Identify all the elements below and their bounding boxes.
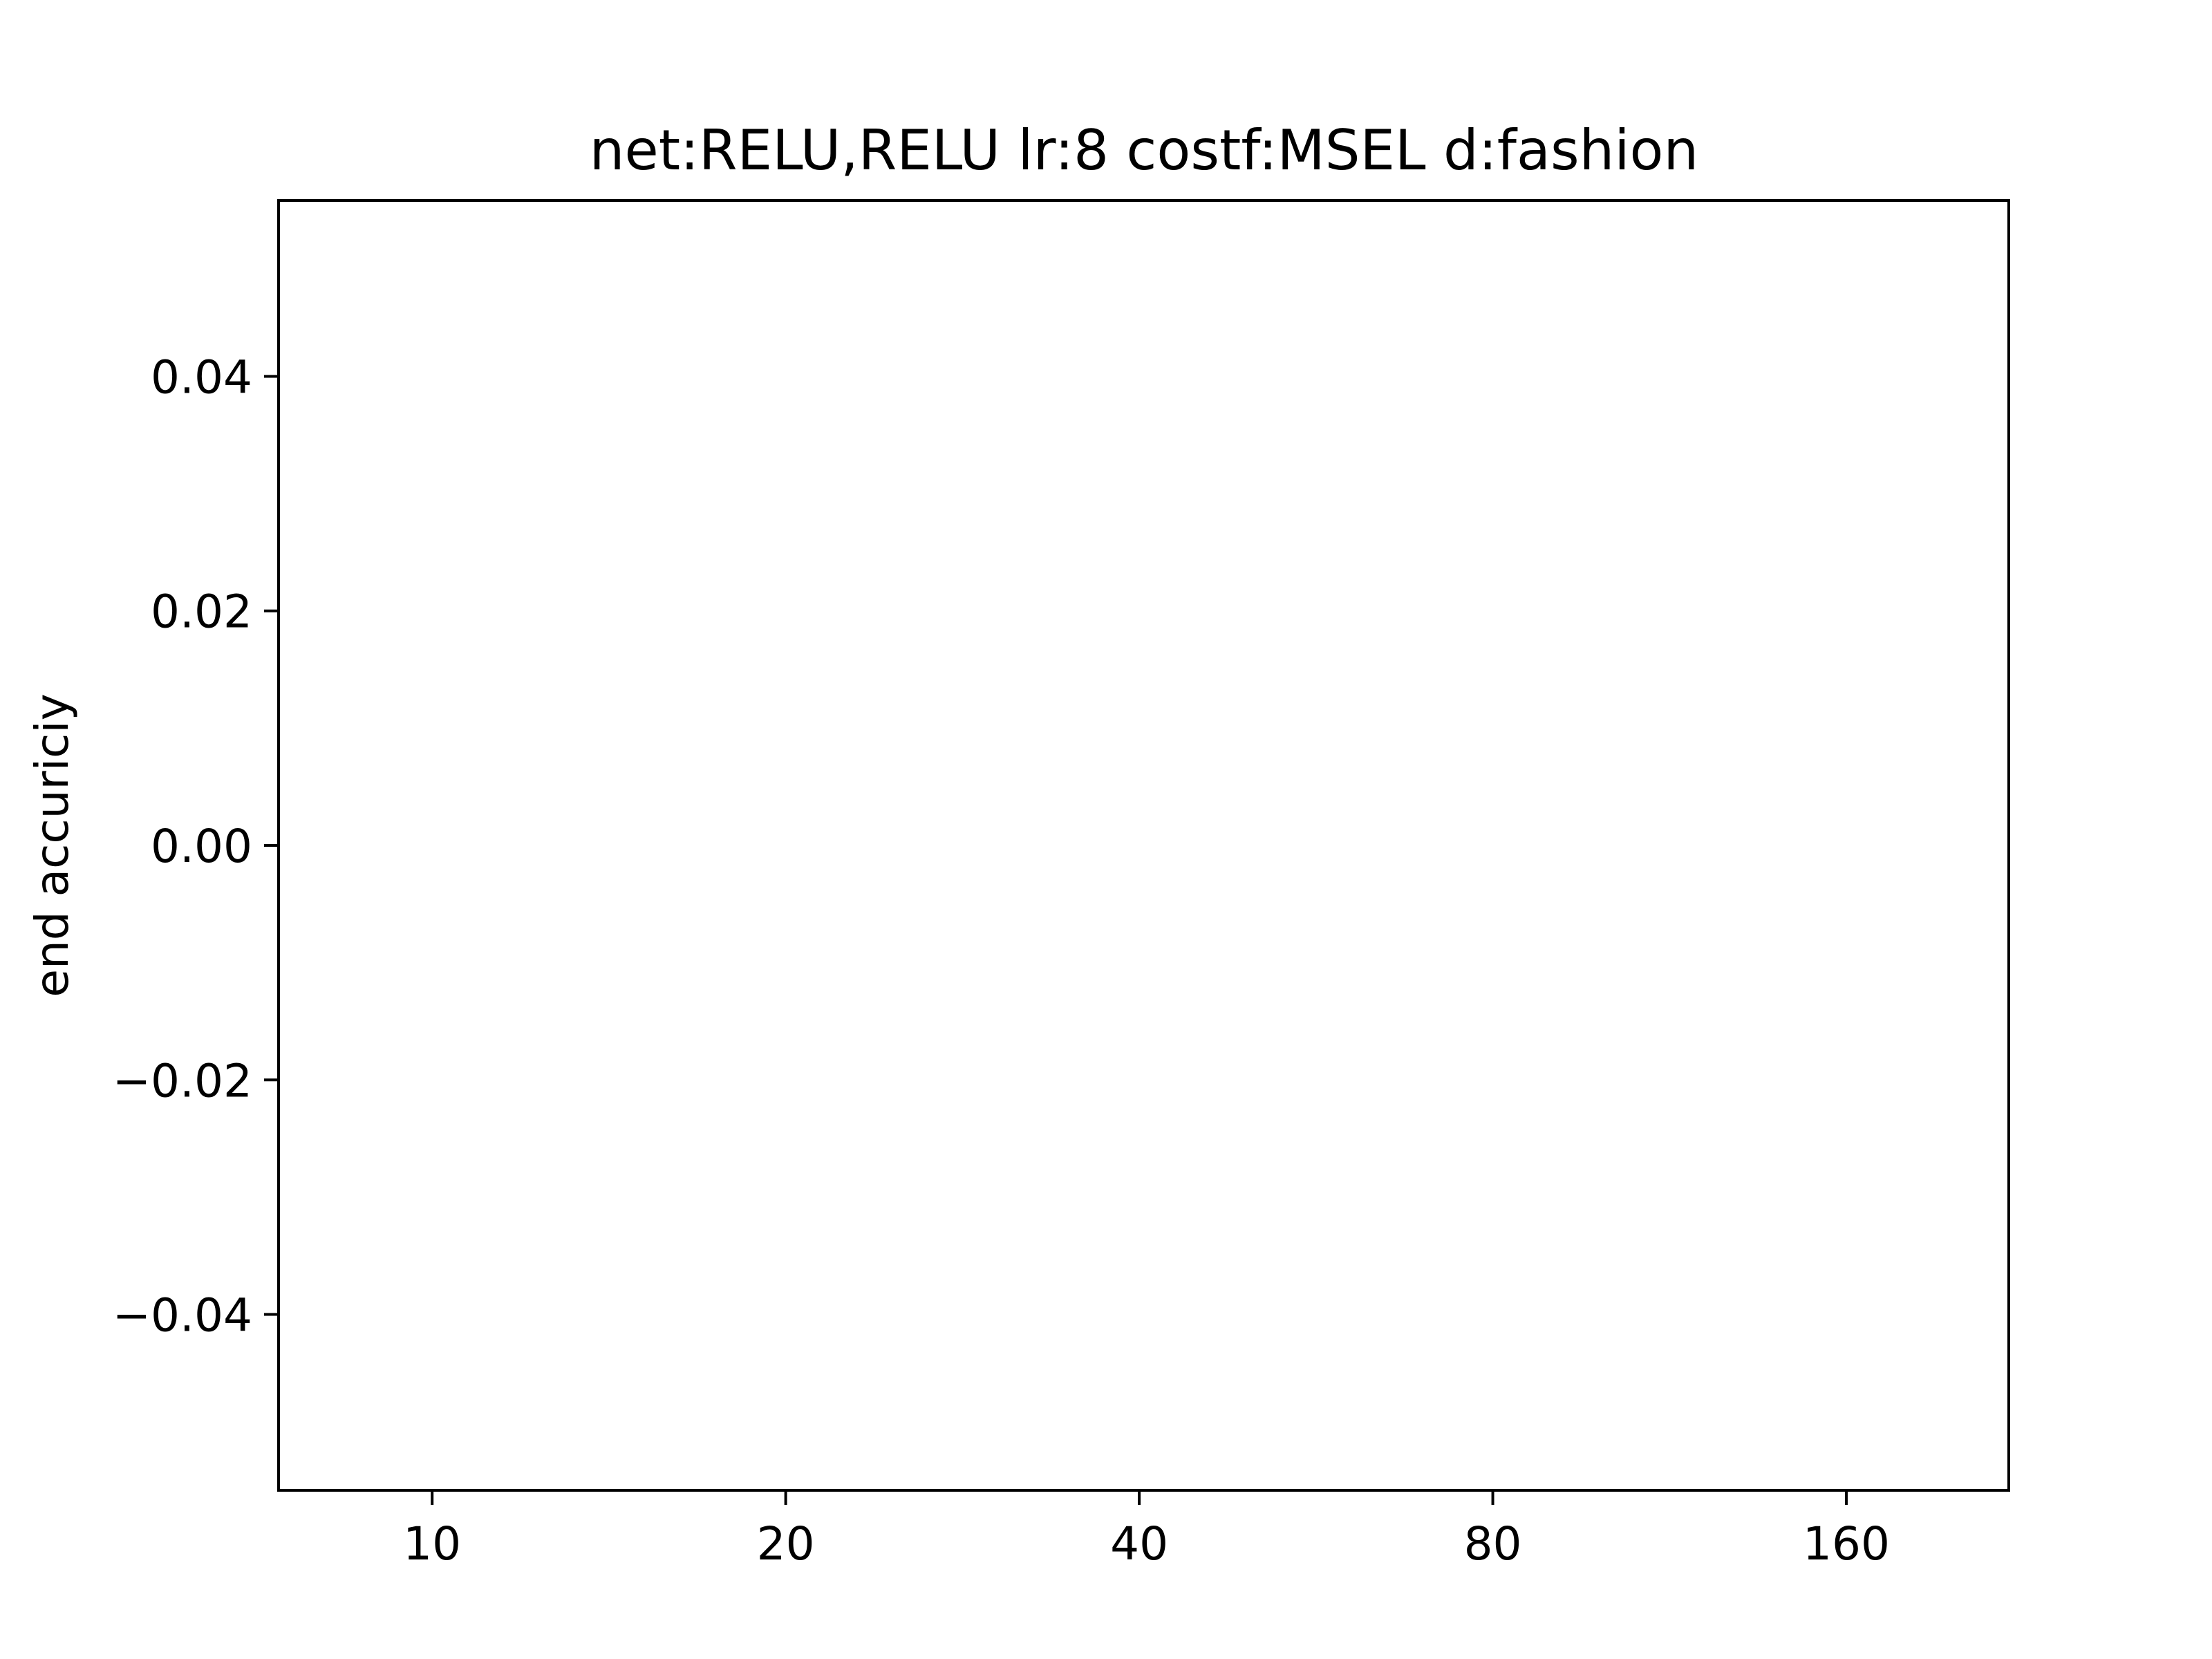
y-tick-label: 0.02 (151, 585, 252, 639)
x-tick-label: 160 (1803, 1517, 1890, 1571)
y-tick-label: 0.04 (151, 350, 252, 404)
y-tick-label: 0.00 (151, 820, 252, 873)
x-tick-label: 80 (1464, 1517, 1522, 1571)
x-tick-label: 40 (1110, 1517, 1168, 1571)
y-axis-label: end accuriciy (26, 693, 79, 997)
y-tick-label: −0.04 (113, 1289, 252, 1342)
x-axis: 10 20 40 80 160 (403, 1490, 1890, 1571)
y-tick-label: −0.02 (113, 1054, 252, 1107)
chart-title: net:RELU,RELU lr:8 costf:MSEL d:fashion (590, 118, 1698, 182)
x-tick-label: 10 (403, 1517, 461, 1571)
x-tick-label: 20 (757, 1517, 815, 1571)
y-axis: −0.04 −0.02 0.00 0.02 0.04 (113, 350, 279, 1342)
